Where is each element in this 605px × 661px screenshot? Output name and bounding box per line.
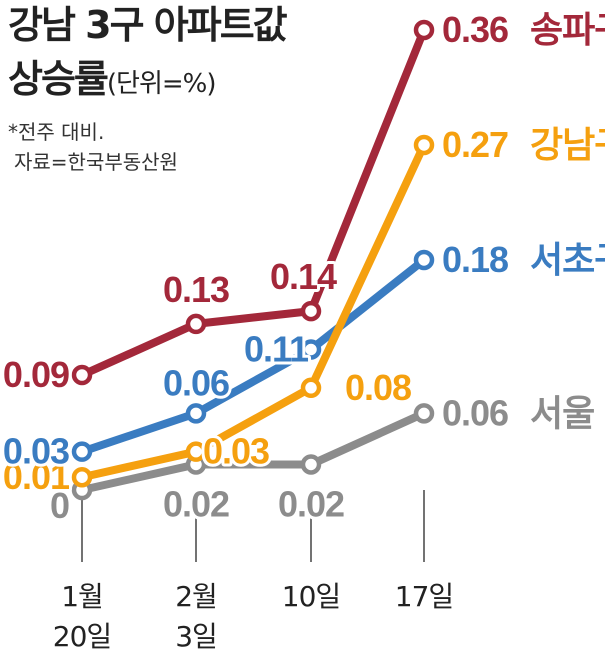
series-name-label: 강남구 (530, 124, 605, 165)
series-name-label: 서초구 (530, 239, 605, 280)
data-label-halo: 0.06 (442, 392, 508, 433)
unit-label: (단위=%) (106, 69, 217, 99)
data-label-halo: 0.14 (270, 256, 337, 297)
series-line-서초구 (78, 255, 428, 456)
data-point-서초구 (413, 249, 435, 271)
data-label: 0.02 (163, 483, 229, 524)
data-label: 0.06 (163, 362, 229, 403)
data-point-송파구 (185, 313, 207, 335)
chart-title: 강남 3구 아파트값 (8, 3, 288, 47)
data-point-강남구 (71, 466, 93, 488)
data-label: 0.36 (442, 9, 508, 50)
data-label-halo: 0.02 (278, 483, 344, 524)
data-label: 0.08 (345, 367, 411, 408)
series-line-송파구 (78, 25, 428, 379)
data-label: 0.01 (3, 456, 70, 497)
x-tick-label: 3일 (175, 620, 217, 653)
x-tick-label: 17일 (395, 580, 453, 613)
data-point-서초구 (300, 339, 322, 360)
x-tick-label: 1월 (61, 580, 103, 613)
data-label: 0.18 (442, 239, 508, 280)
x-tick-label: 2월 (175, 580, 217, 613)
data-label-halo: 0.13 (163, 269, 229, 310)
data-label: 0.13 (163, 269, 229, 310)
source-text: 자료=한국부동산원 (14, 150, 178, 174)
data-point-서초구 (71, 441, 93, 462)
data-point-서울 (413, 403, 435, 424)
data-label: 0.03 (203, 431, 269, 472)
chart-title-text: 상승률 (8, 57, 109, 101)
data-label-halo: 0.09 (3, 354, 69, 395)
series-name-label: 서울 (530, 392, 594, 433)
data-label-halo: 0.06 (163, 362, 229, 403)
data-label: 0.06 (442, 392, 508, 433)
data-label-halo: 0.36 (442, 9, 508, 50)
data-label-halo: 0.27 (442, 124, 508, 165)
data-label-halo: 0.03 (3, 431, 69, 472)
chart-title-line2: 상승률(단위=%) (8, 57, 217, 101)
data-label: 0.11 (244, 328, 309, 369)
data-label-halo: 0.11 (244, 328, 309, 369)
series-line-서울 (78, 409, 428, 494)
data-point-강남구 (300, 377, 322, 399)
x-tick-label: 20일 (53, 620, 111, 653)
data-point-서초구 (185, 403, 207, 424)
data-label-halo: 0.03 (203, 431, 269, 472)
x-tick-label: 10일 (282, 580, 340, 613)
data-label: 0.27 (442, 124, 508, 165)
note-text: *전주 대비. (8, 120, 105, 144)
data-label: 0.14 (270, 256, 337, 297)
data-label-halo: 0.02 (163, 483, 229, 524)
data-label: 0.03 (3, 431, 69, 472)
data-point-강남구 (185, 441, 207, 462)
data-label-halo: 0.08 (345, 367, 411, 408)
series-line-강남구 (78, 140, 428, 482)
data-label: 0.09 (3, 354, 69, 395)
data-point-송파구 (300, 300, 322, 322)
data-point-강남구 (413, 134, 435, 156)
data-label-halo: 0 (50, 485, 69, 526)
data-point-송파구 (71, 364, 93, 386)
data-point-송파구 (413, 19, 435, 41)
series-name-label: 송파구 (530, 9, 605, 50)
data-label-halo: 0.18 (442, 239, 508, 280)
data-point-서울 (300, 454, 322, 475)
data-label: 0 (50, 485, 69, 526)
data-label-halo: 0.01 (3, 456, 70, 497)
data-label: 0.02 (278, 483, 344, 524)
